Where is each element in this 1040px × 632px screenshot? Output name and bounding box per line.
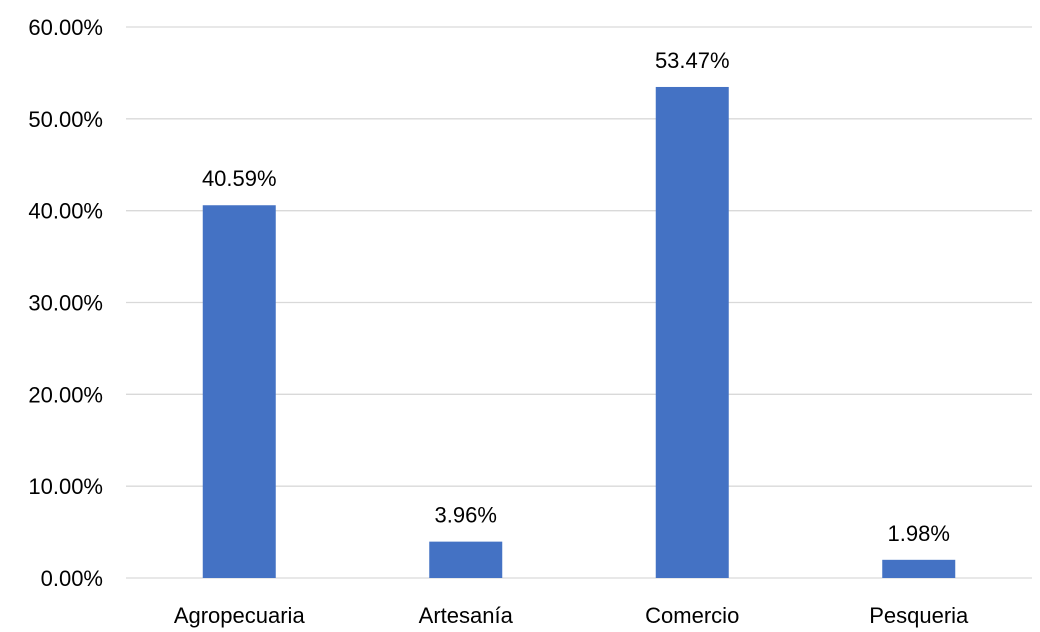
data-label: 1.98%: [888, 521, 950, 546]
bar: [429, 541, 503, 578]
data-label: 40.59%: [202, 166, 277, 191]
y-tick-label: 60.00%: [28, 15, 103, 40]
x-axis-ticks: Agropecuaria Artesanía Comercio Pesqueria: [174, 603, 969, 628]
y-axis-ticks: 0.00% 10.00% 20.00% 30.00% 40.00% 50.00% 60.00…: [28, 15, 103, 591]
y-tick-label: 50.00%: [28, 107, 103, 132]
bar: [202, 205, 276, 578]
x-tick-label: Pesqueria: [869, 603, 969, 628]
y-tick-label: 20.00%: [28, 382, 103, 407]
bar: [655, 86, 729, 578]
y-tick-label: 10.00%: [28, 474, 103, 499]
data-label: 53.47%: [655, 48, 730, 73]
y-tick-label: 30.00%: [28, 291, 103, 316]
data-labels: 40.59% 3.96% 53.47% 1.98%: [202, 48, 950, 546]
y-tick-label: 0.00%: [41, 566, 103, 591]
bars: [202, 86, 956, 578]
bar: [882, 559, 956, 578]
y-tick-label: 40.00%: [28, 199, 103, 224]
x-tick-label: Artesanía: [419, 603, 514, 628]
x-tick-label: Comercio: [645, 603, 739, 628]
x-tick-label: Agropecuaria: [174, 603, 306, 628]
data-label: 3.96%: [435, 503, 497, 528]
gridlines: [126, 26, 1032, 579]
